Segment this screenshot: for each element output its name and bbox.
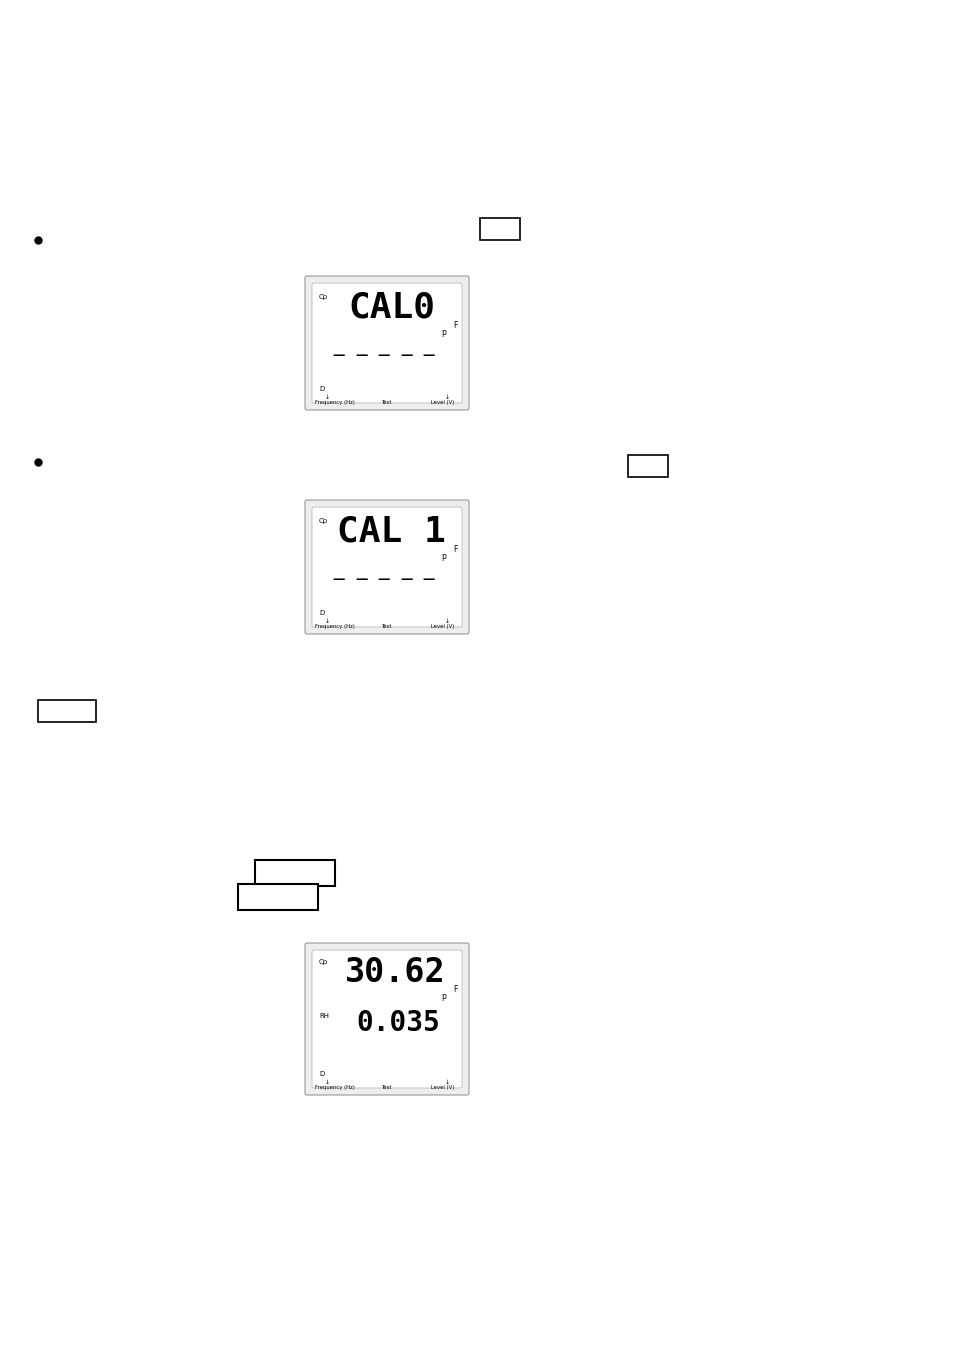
- Text: Test: Test: [381, 1085, 392, 1089]
- Text: ↓: ↓: [444, 396, 449, 400]
- Text: —: —: [355, 350, 367, 363]
- Bar: [38, 701, 96, 722]
- Text: ↓: ↓: [324, 1080, 330, 1085]
- FancyBboxPatch shape: [305, 275, 469, 410]
- Text: p: p: [441, 992, 446, 1000]
- Text: Test: Test: [381, 400, 392, 405]
- Text: 0.035: 0.035: [356, 1008, 439, 1037]
- FancyBboxPatch shape: [312, 284, 461, 404]
- FancyBboxPatch shape: [305, 500, 469, 634]
- Text: —: —: [377, 574, 390, 586]
- Text: F: F: [453, 986, 457, 994]
- Text: —: —: [399, 574, 412, 586]
- Text: Level (V): Level (V): [431, 624, 455, 629]
- Text: D: D: [318, 610, 324, 616]
- Bar: [254, 860, 335, 886]
- Text: D: D: [318, 386, 324, 391]
- Text: RH: RH: [318, 1012, 329, 1019]
- Text: Frequency (Hz): Frequency (Hz): [314, 1085, 355, 1089]
- Text: Test: Test: [381, 624, 392, 629]
- Text: —: —: [422, 350, 435, 363]
- Text: p: p: [441, 552, 446, 562]
- Text: —: —: [422, 574, 435, 586]
- Text: p: p: [441, 328, 446, 338]
- Text: —: —: [333, 574, 345, 586]
- Text: ↓: ↓: [444, 620, 449, 624]
- Text: Frequency (Hz): Frequency (Hz): [314, 624, 355, 629]
- Text: CAL 1: CAL 1: [337, 514, 446, 549]
- Text: —: —: [333, 350, 345, 363]
- FancyBboxPatch shape: [305, 944, 469, 1095]
- Text: Frequency (Hz): Frequency (Hz): [314, 400, 355, 405]
- Text: Cp: Cp: [318, 958, 328, 965]
- Text: D: D: [318, 1071, 324, 1077]
- Text: Level (V): Level (V): [431, 400, 455, 405]
- Text: —: —: [355, 574, 367, 586]
- Text: Level (V): Level (V): [431, 1085, 455, 1089]
- FancyBboxPatch shape: [312, 508, 461, 626]
- Text: 30.62: 30.62: [344, 956, 445, 990]
- Text: —: —: [399, 350, 412, 363]
- Bar: [479, 217, 519, 240]
- Text: ↓: ↓: [444, 1080, 449, 1085]
- Text: Cp: Cp: [318, 518, 328, 524]
- Bar: [237, 884, 317, 910]
- Text: F: F: [453, 321, 457, 329]
- Text: ↓: ↓: [324, 396, 330, 400]
- Text: CAL0: CAL0: [348, 292, 435, 325]
- Text: F: F: [453, 545, 457, 554]
- FancyBboxPatch shape: [312, 950, 461, 1088]
- Bar: [627, 455, 667, 477]
- Text: Cp: Cp: [318, 294, 328, 300]
- Text: ↓: ↓: [324, 620, 330, 624]
- Text: —: —: [377, 350, 390, 363]
